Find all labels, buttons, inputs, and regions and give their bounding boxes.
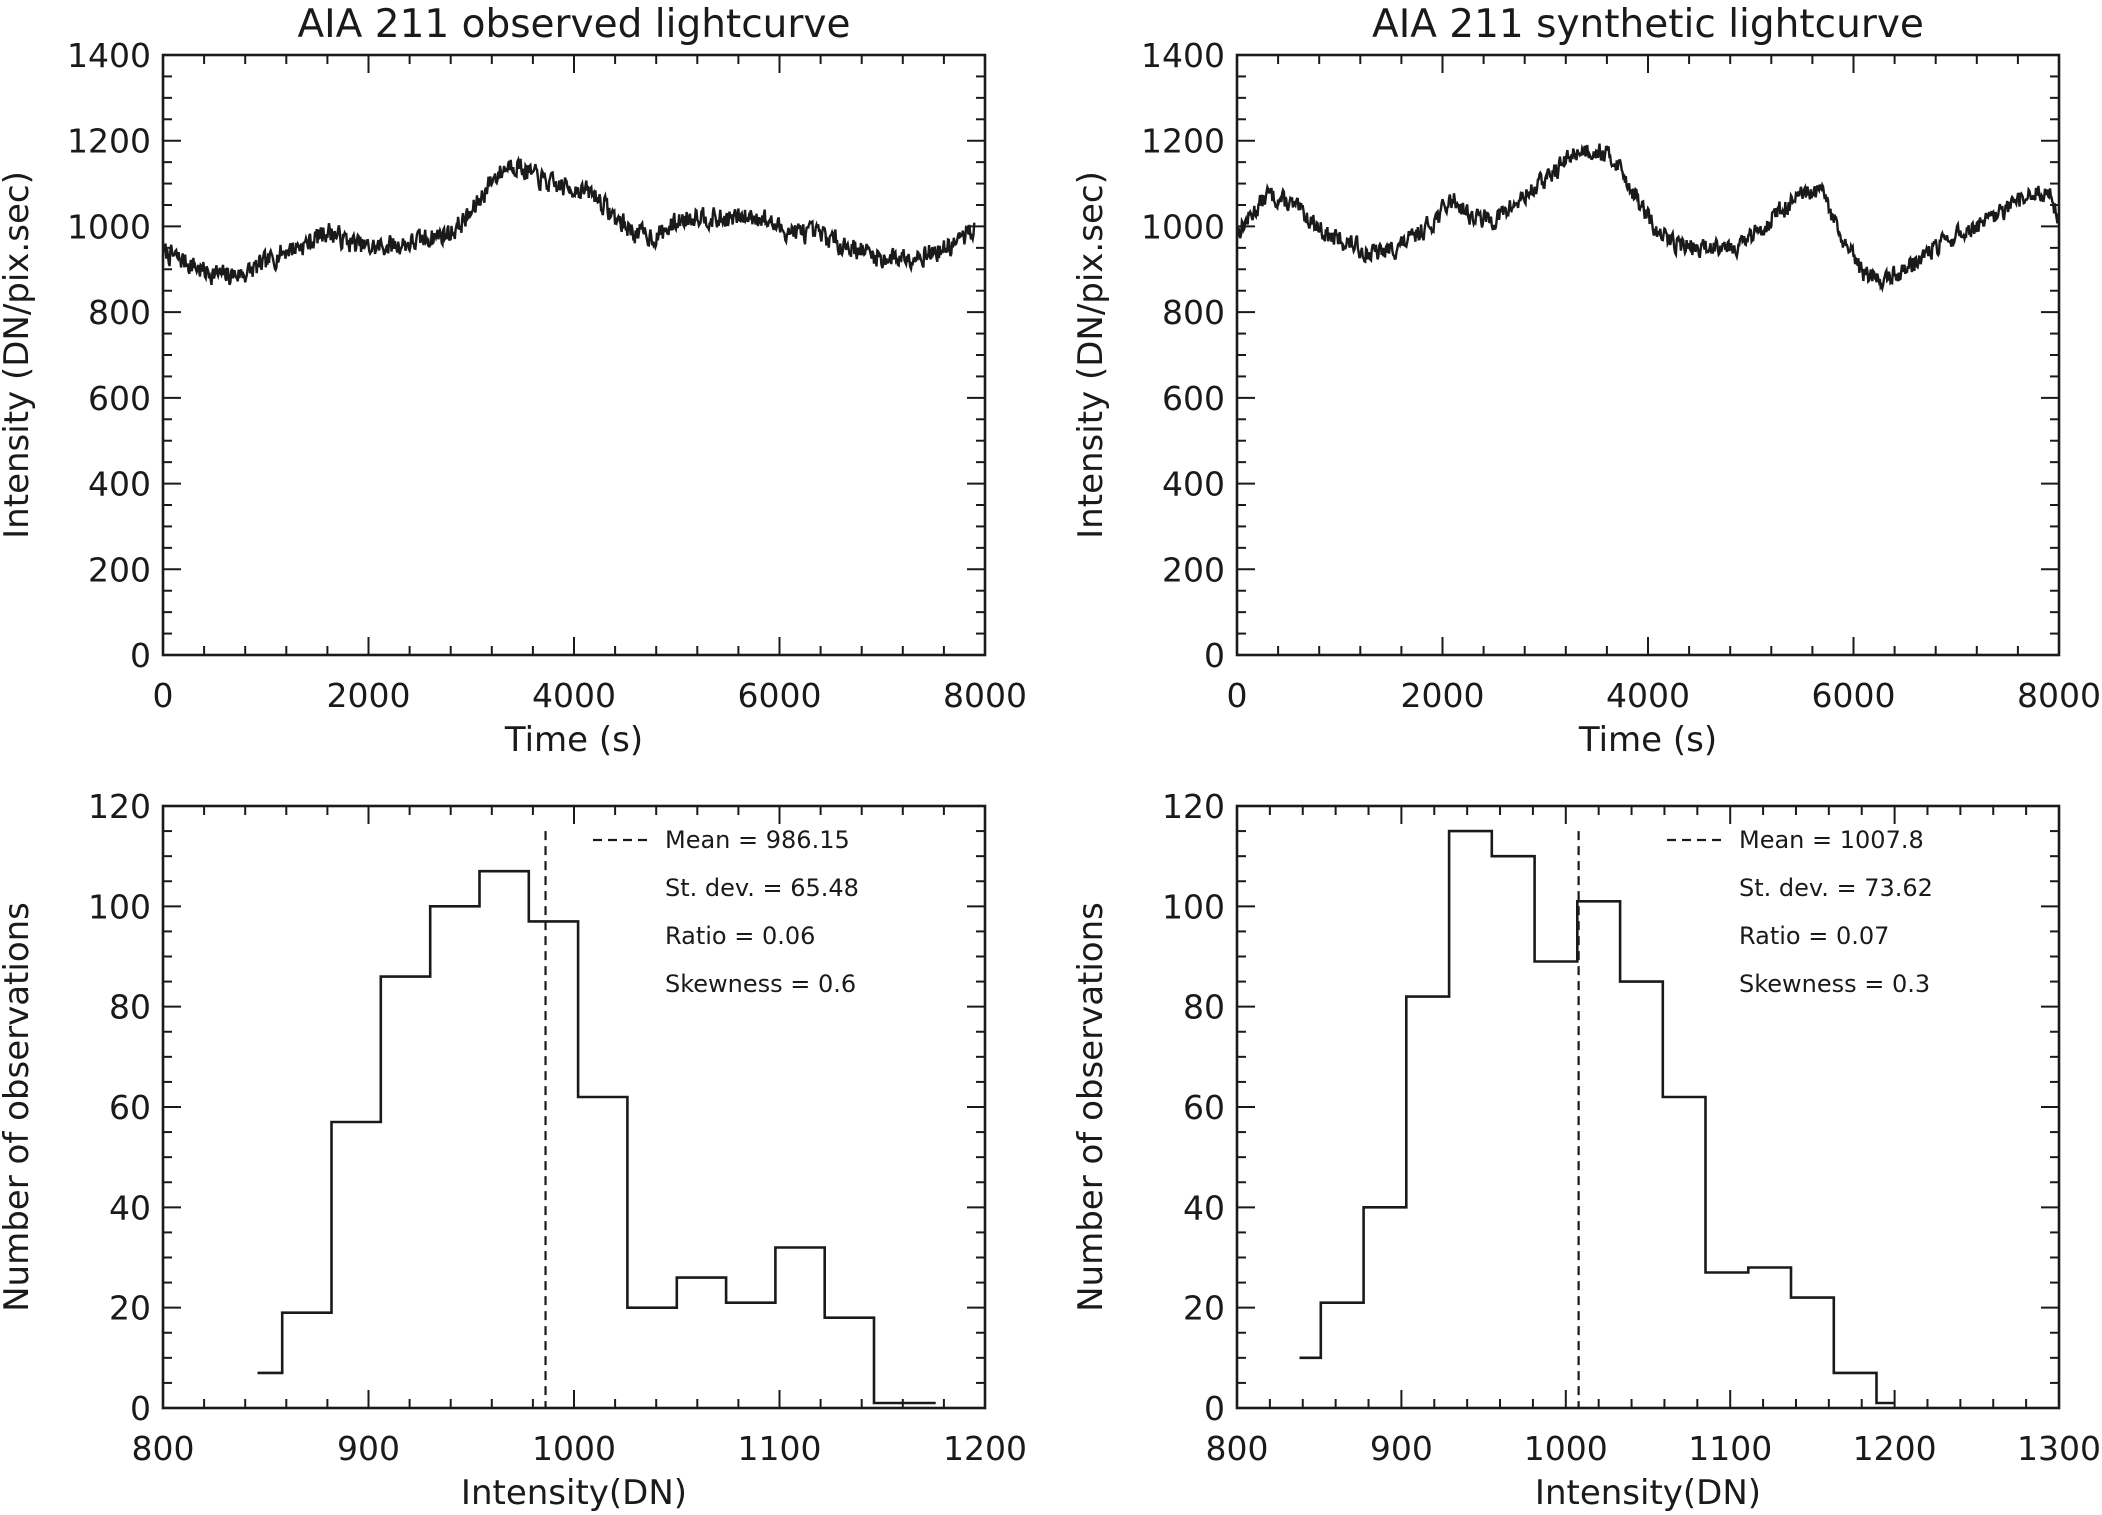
panel-1-chart-title: AIA 211 observed lightcurve bbox=[298, 2, 851, 47]
panel-2-y-tick-label: 1400 bbox=[1141, 36, 1225, 75]
panel-3-legend-stdev: St. dev. = 65.48 bbox=[665, 874, 859, 902]
panel-3-x-axis-label: Intensity(DN) bbox=[461, 1473, 687, 1513]
panel-3-legend-skewness: Skewness = 0.6 bbox=[665, 970, 856, 998]
panel-3-x-tick-label: 800 bbox=[132, 1429, 195, 1468]
panel-2-x-tick-label: 6000 bbox=[1812, 676, 1896, 715]
panel-4-y-tick-label: 0 bbox=[1204, 1389, 1225, 1428]
panel-2-y-tick-label: 0 bbox=[1204, 636, 1225, 675]
panel-3-legend-mean: Mean = 986.15 bbox=[665, 826, 850, 854]
panel-4-legend-stdev: St. dev. = 73.62 bbox=[1739, 874, 1933, 902]
panel-1-x-tick-label: 2000 bbox=[327, 676, 411, 715]
panel-4-legend-mean: Mean = 1007.8 bbox=[1739, 826, 1924, 854]
panel-2-x-tick-label: 4000 bbox=[1606, 676, 1690, 715]
panel-2-plot-frame bbox=[1235, 53, 2061, 657]
panel-2-y-tick-label: 1200 bbox=[1141, 122, 1225, 161]
panel-4-y-tick-label: 20 bbox=[1183, 1289, 1225, 1328]
panel-1-x-tick-label: 6000 bbox=[738, 676, 822, 715]
panel-1-y-tick-label: 1000 bbox=[67, 207, 151, 246]
panel-3-x-tick-label: 900 bbox=[337, 1429, 400, 1468]
panel-3-y-tick-label: 80 bbox=[109, 988, 151, 1027]
panel-4-y-tick-label: 100 bbox=[1162, 887, 1225, 926]
panel-1-x-tick-label: 0 bbox=[153, 676, 174, 715]
panel-4-y-tick-label: 120 bbox=[1162, 787, 1225, 826]
panel-4-x-axis-label: Intensity(DN) bbox=[1535, 1473, 1761, 1513]
panel-3-x-tick-label: 1100 bbox=[738, 1429, 822, 1468]
panel-2-y-axis-label: Intensity (DN/pix.sec) bbox=[1071, 171, 1111, 539]
panel-1-x-tick-label: 8000 bbox=[943, 676, 1027, 715]
panel-4-legend-skewness: Skewness = 0.3 bbox=[1739, 970, 1930, 998]
panel-3-legend-ratio: Ratio = 0.06 bbox=[665, 922, 815, 950]
panel-3-y-tick-label: 120 bbox=[88, 787, 151, 826]
panel-1-y-tick-label: 400 bbox=[88, 465, 151, 504]
panel-1-plot-frame bbox=[161, 53, 987, 657]
panel-1-x-axis-label: Time (s) bbox=[504, 720, 643, 760]
panel-3-x-tick-label: 1200 bbox=[943, 1429, 1027, 1468]
panel-1-y-tick-label: 600 bbox=[88, 379, 151, 418]
panel-2-x-tick-label: 2000 bbox=[1401, 676, 1485, 715]
panel-2-chart-title: AIA 211 synthetic lightcurve bbox=[1372, 2, 1924, 47]
panel-4-x-tick-label: 1100 bbox=[1688, 1429, 1772, 1468]
panel-2-y-tick-label: 800 bbox=[1162, 293, 1225, 332]
panel-4-x-tick-label: 900 bbox=[1370, 1429, 1433, 1468]
panel-4-y-tick-label: 40 bbox=[1183, 1188, 1225, 1227]
panel-3-y-tick-label: 0 bbox=[130, 1389, 151, 1428]
panel-4-y-tick-label: 60 bbox=[1183, 1088, 1225, 1127]
panel-3-y-axis-label: Number of observations bbox=[0, 902, 37, 1312]
panel-3-y-tick-label: 60 bbox=[109, 1088, 151, 1127]
panel-1-y-tick-label: 200 bbox=[88, 550, 151, 589]
panel-1-y-tick-label: 1400 bbox=[67, 36, 151, 75]
panel-2-x-tick-label: 0 bbox=[1227, 676, 1248, 715]
panel-1-lightcurve-line bbox=[161, 155, 976, 286]
panel-1-y-tick-label: 1200 bbox=[67, 122, 151, 161]
panel-2-lightcurve-line bbox=[1235, 143, 2061, 294]
panel-2-y-tick-label: 200 bbox=[1162, 550, 1225, 589]
panel-2-y-tick-label: 400 bbox=[1162, 465, 1225, 504]
panel-3-y-tick-label: 20 bbox=[109, 1289, 151, 1328]
panel-3-y-tick-label: 40 bbox=[109, 1188, 151, 1227]
panel-1-y-tick-label: 800 bbox=[88, 293, 151, 332]
panel-4-histogram-steps bbox=[1299, 829, 1895, 1405]
panel-4-legend-ratio: Ratio = 0.07 bbox=[1739, 922, 1889, 950]
panel-1-x-tick-label: 4000 bbox=[532, 676, 616, 715]
panel-4-x-tick-label: 800 bbox=[1206, 1429, 1269, 1468]
panel-4-plot-frame bbox=[1235, 804, 2061, 1410]
panel-4-y-tick-label: 80 bbox=[1183, 988, 1225, 1027]
panel-2-y-tick-label: 600 bbox=[1162, 379, 1225, 418]
panel-4-y-axis-label: Number of observations bbox=[1071, 902, 1111, 1312]
panel-3-x-tick-label: 1000 bbox=[532, 1429, 616, 1468]
panel-1-y-axis-label: Intensity (DN/pix.sec) bbox=[0, 171, 37, 539]
panel-2-y-tick-label: 1000 bbox=[1141, 207, 1225, 246]
panel-2-x-tick-label: 8000 bbox=[2017, 676, 2101, 715]
panel-2-x-axis-label: Time (s) bbox=[1578, 720, 1717, 760]
panel-3-y-tick-label: 100 bbox=[88, 887, 151, 926]
panel-4-x-tick-label: 1300 bbox=[2017, 1429, 2101, 1468]
panel-3-histogram-steps bbox=[257, 869, 936, 1405]
panel-1-y-tick-label: 0 bbox=[130, 636, 151, 675]
panel-4-x-tick-label: 1000 bbox=[1524, 1429, 1608, 1468]
panel-4-x-tick-label: 1200 bbox=[1853, 1429, 1937, 1468]
